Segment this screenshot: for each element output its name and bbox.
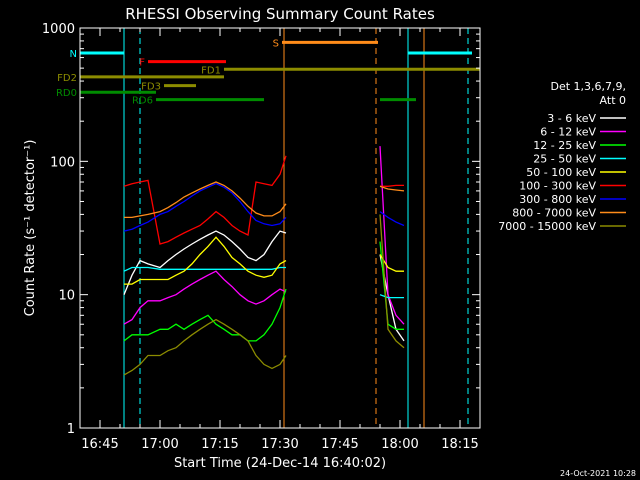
legend-label-1: 6 - 12 keV [540,126,596,139]
x-tick-label-1: 17:00 [141,437,178,452]
legend-header-line-2: Att 0 [600,94,626,107]
y-tick-label-0: 1 [67,422,75,437]
flag-fd3-label: FD3 [141,82,161,93]
footer-timestamp: 24-Oct-2021 10:28 [560,469,636,478]
legend-header-line-1: Det 1,3,6,7,9, [550,80,626,93]
x-axis-label: Start Time (24-Dec-14 16:40:02) [174,456,386,471]
x-tick-label-2: 17:15 [201,437,238,452]
series-line-1 [123,146,405,325]
y-tick-label-1: 10 [58,289,75,304]
legend-label-7: 800 - 7000 keV [512,207,596,220]
flag-f-label: F [139,58,145,69]
series-line-4 [124,236,404,285]
series-line-2 [123,241,404,342]
series-line-3 [123,266,404,299]
y-tick-label-3: 1000 [42,22,75,37]
x-tick-label-4: 17:45 [321,437,358,452]
y-axis-label: Count Rate (s⁻¹ detector⁻¹) [23,140,38,317]
flag-rd0-label: RD0 [56,88,77,99]
data-marks: N S F FD1 FD2 FD3 RD0 RD6 [56,28,480,428]
series-line-7 [124,181,405,219]
x-tick-label-0: 16:45 [81,437,118,452]
legend-label-2: 12 - 25 keV [533,139,596,152]
legend-label-4: 50 - 100 keV [526,166,596,179]
x-axis: 16:45 17:00 17:15 17:30 17:45 18:00 18:15 [79,28,481,452]
series-line-5 [123,155,404,245]
legend-label-8: 7000 - 15000 keV [498,220,596,233]
chart-title: RHESSI Observing Summary Count Rates [125,5,435,23]
x-tick-label-5: 18:00 [381,437,418,452]
y-tick-label-2: 100 [50,155,75,170]
legend-label-6: 300 - 800 keV [519,193,596,206]
flag-fd2-label: FD2 [57,73,77,84]
flag-rd6-label: RD6 [132,96,153,107]
legend-label-3: 25 - 50 keV [533,153,596,166]
series-line-6 [123,182,405,232]
legend-label-5: 100 - 300 keV [519,180,596,193]
y-axis: 1 10 100 1000 [42,22,480,437]
flag-n-label: N [70,49,77,60]
flag-s-label: S [273,38,279,49]
legend-label-0: 3 - 6 keV [547,112,596,125]
series-line-8 [123,214,405,376]
x-tick-label-6: 18:15 [441,437,478,452]
flag-fd1-label: FD1 [201,65,221,76]
x-tick-label-3: 17:30 [261,437,298,452]
